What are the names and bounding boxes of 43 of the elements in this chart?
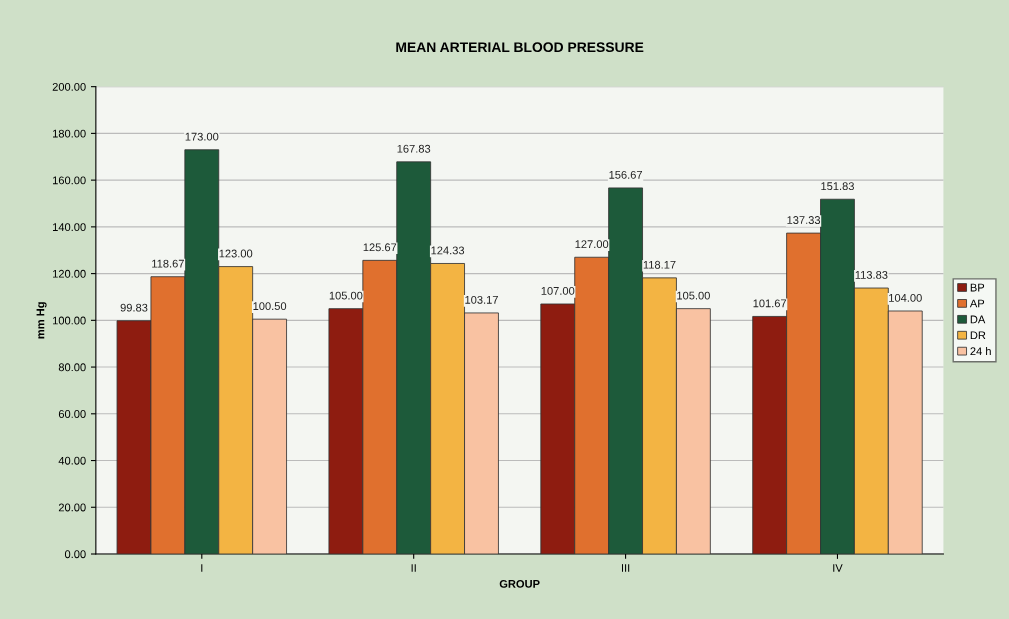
y-tick-label: 180.00 xyxy=(53,129,86,138)
data-label: 118.17 xyxy=(643,260,676,269)
y-tick-label: 200.00 xyxy=(52,82,86,91)
legend-label: DR xyxy=(970,331,986,340)
chart-title: MEAN ARTERIAL BLOOD PRESSURE xyxy=(396,42,644,53)
x-tick-label: I xyxy=(201,564,203,572)
y-tick-label: 140.00 xyxy=(53,223,86,231)
y-tick-label: 60.00 xyxy=(58,410,86,418)
x-tick-label: IV xyxy=(833,564,843,572)
data-label: 105.00 xyxy=(329,291,363,300)
data-label: 118.67 xyxy=(152,259,184,268)
data-label: 167.83 xyxy=(397,144,431,153)
data-label: 123.00 xyxy=(219,249,253,258)
data-label: 104.00 xyxy=(889,293,922,302)
data-label: 151.83 xyxy=(821,182,854,191)
x-axis-title: GROUP xyxy=(499,579,540,588)
y-tick-label: 100.00 xyxy=(53,316,86,325)
legend-label: BP xyxy=(970,283,985,292)
data-label: 100.50 xyxy=(253,302,287,311)
x-tick-label: II xyxy=(411,564,416,572)
data-label: 124.33 xyxy=(431,246,465,255)
data-label: 125.67 xyxy=(363,243,397,252)
legend-label: 24 h xyxy=(970,346,991,356)
data-label: 107.00 xyxy=(541,286,575,295)
y-tick-label: 80.00 xyxy=(58,363,86,372)
data-label: 127.00 xyxy=(575,240,609,249)
legend-label: AP xyxy=(969,299,985,308)
data-label: 101.67 xyxy=(753,299,787,308)
legend-label: DA xyxy=(970,315,986,324)
y-tick-label: 160.00 xyxy=(53,176,86,185)
data-label: 99.83 xyxy=(120,303,148,312)
y-axis-title: mm Hg xyxy=(36,302,47,339)
data-label: 173.00 xyxy=(185,132,219,141)
data-label: 113.83 xyxy=(855,271,888,279)
data-label: 137.33 xyxy=(787,216,821,224)
y-tick-label: 0.00 xyxy=(64,550,86,559)
y-tick-label: 40.00 xyxy=(58,456,86,465)
y-tick-label: 120.00 xyxy=(53,269,86,278)
y-tick-label: 20.00 xyxy=(58,503,86,512)
x-tick-label: III xyxy=(621,564,630,572)
data-label: 105.00 xyxy=(677,291,710,300)
data-label: 103.17 xyxy=(465,295,498,304)
data-label: 156.67 xyxy=(609,170,643,179)
